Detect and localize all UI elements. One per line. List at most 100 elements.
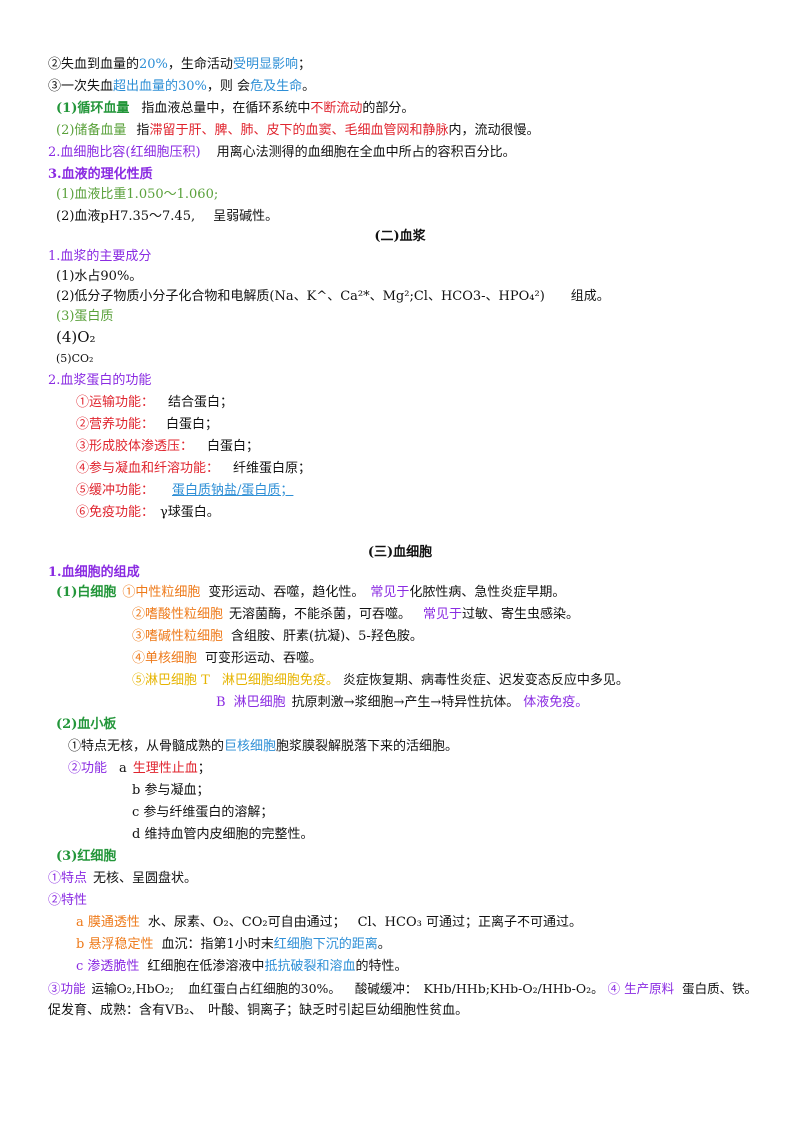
heading: 2.血细胞比容(红细胞压积)	[48, 145, 201, 160]
function-label: ①运输功能：	[76, 395, 155, 410]
text-seg: c 参与纤维蛋白的溶解；	[132, 805, 274, 820]
cell-type: ⑤淋巴细胞 T	[132, 673, 210, 688]
function-label: ⑤缓冲功能：	[76, 483, 155, 498]
line-o2: (4)O₂	[56, 328, 96, 348]
term-label: (2)血小板	[56, 717, 117, 732]
line-function-immunity: ⑥免疫功能： γ球蛋白。	[76, 504, 220, 522]
text-seg: 组成。	[570, 289, 610, 304]
text-seg: 叶酸、铜离子；缺乏时引起巨幼细胞性贫血。	[208, 1003, 469, 1018]
line-circulating-volume: (1)循环血量 指血液总量中，在循环系统中不断流动的部分。	[56, 100, 414, 118]
text-seg: 运输O₂,HbO₂;	[91, 981, 175, 996]
text-seg: 指	[136, 123, 150, 138]
line-lymphocyte-b: B 淋巴细胞 抗原刺激→浆细胞→产生→特异性抗体。 体液免疫。	[216, 694, 588, 712]
text-seg: 促发育、成熟：含有VB₂、	[48, 1003, 203, 1018]
text-seg: 变形运动、吞噬，趋化性。	[208, 585, 365, 600]
text-seg: 无核、呈圆盘状。	[93, 871, 198, 886]
text-seg: 蛋白质、铁。	[682, 981, 758, 996]
text-seg: b 参与凝血；	[132, 783, 210, 798]
text-seg: 。	[377, 937, 391, 952]
line-blood-loss-30: ③一次失血超出血量的30%，则 会危及生命。	[48, 78, 315, 96]
term-label: (1)白细胞	[56, 585, 117, 600]
line-co2: (5)CO₂	[56, 350, 93, 368]
text-seg: Cl、HCO₃ 可通过；正离子不可通过。	[357, 915, 582, 930]
text-seg: 滞留于肝、脾、肺、皮下的血窦、毛细血管网和静脉	[149, 123, 449, 138]
text-seg: 炎症恢复期、病毒性炎症、迟发变态反应中多见。	[342, 673, 629, 688]
text-seg: (2)低分子物质小分子化合物和电解质(Na、K^、Ca²*、Mg²;Cl、HCO…	[56, 289, 545, 304]
text-seg: 常见于	[423, 607, 463, 622]
cell-type: ③嗜碱性粒细胞	[132, 629, 224, 644]
text-seg: 白蛋白；	[207, 439, 260, 454]
line-rbc-fragility: c 渗透脆性 红细胞在低渗溶液中抵抗破裂和溶血的特性。	[76, 958, 407, 976]
text-seg: a	[119, 761, 127, 776]
text-seg: c 渗透脆性	[76, 959, 140, 974]
function-label: ⑥免疫功能：	[76, 505, 155, 520]
text-seg: ③功能	[48, 981, 86, 996]
text-seg: 超出血量的30%	[113, 79, 207, 94]
heading-blood-cell-composition: 1.血细胞的组成	[48, 564, 140, 582]
text-seg: 巨核细胞	[224, 739, 277, 754]
text-seg: B	[216, 695, 226, 710]
text-seg: ，则 会	[206, 79, 251, 94]
section-title-blood-cells: (三)血细胞	[0, 544, 800, 562]
text-seg: KHb/HHb;KHb-O₂/HHb-O₂。	[423, 981, 604, 996]
heading: 1.血细胞的组成	[48, 565, 140, 580]
line-platelet-function: ②功能 a 生理性止血；	[68, 760, 211, 778]
text-seg: (4)O₂	[56, 328, 96, 346]
text-seg: 呈弱碱性。	[213, 209, 279, 224]
heading-red-cells: (3)红细胞	[56, 848, 116, 866]
text-seg: 结合蛋白；	[168, 395, 234, 410]
line-platelet-b: b 参与凝血；	[132, 782, 209, 800]
text-seg: 化脓性病、急性炎症早期。	[409, 585, 566, 600]
line-ph: (2)血液pH7.35～7.45, 呈弱碱性。	[56, 208, 278, 226]
line-function-osmotic: ③形成胶体渗透压： 白蛋白；	[76, 438, 259, 456]
cell-type: ④单核细胞	[132, 651, 198, 666]
text-seg: (1)水占90%。	[56, 269, 143, 284]
line-function-buffer: ⑤缓冲功能： 蛋白质钠盐/蛋白质；	[76, 482, 293, 500]
text-seg: ；	[297, 57, 311, 72]
text-seg: 抗原刺激→浆细胞→产生→特异性抗体。	[291, 695, 520, 710]
text-seg: 内，流动很慢。	[448, 123, 540, 138]
section-title: (二)血浆	[374, 229, 426, 244]
text-seg: 淋巴细胞细胞免疫。	[221, 673, 339, 688]
text-seg: a 膜通透性	[76, 915, 140, 930]
heading: 3.血液的理化性质	[48, 167, 153, 182]
text-seg: 可变形运动、吞噬。	[205, 651, 323, 666]
cell-type: 淋巴细胞	[233, 695, 286, 710]
text-seg: 水、尿素、O₂、CO₂可自由通过；	[147, 915, 346, 930]
text-seg: 过敏、寄生虫感染。	[462, 607, 580, 622]
section-title-plasma: (二)血浆	[0, 228, 800, 246]
text-seg: 常见于	[370, 585, 410, 600]
line-rbc-properties: ②特性	[48, 892, 87, 910]
term-label: (2)储备血量	[56, 123, 127, 138]
line-function-nutrition: ②营养功能： 白蛋白；	[76, 416, 218, 434]
text-seg: 体液免疫。	[523, 695, 589, 710]
line-water: (1)水占90%。	[56, 268, 142, 286]
text-seg: 20%	[139, 57, 168, 72]
text-seg: ；	[197, 761, 211, 776]
text-seg: (2)血液pH7.35～7.45,	[56, 209, 196, 224]
line-hematocrit: 2.血细胞比容(红细胞压积) 用离心法测得的血细胞在全血中所占的容积百分比。	[48, 144, 516, 162]
text-seg: γ球蛋白。	[160, 505, 220, 520]
line-eosinophil: ②嗜酸性粒细胞 无溶菌酶，不能杀菌，可吞噬。 常见于过敏、寄生虫感染。	[132, 606, 579, 624]
heading: 2.血浆蛋白的功能	[48, 373, 152, 388]
text-seg: 生理性止血	[132, 761, 198, 776]
line-rbc-permeability: a 膜通透性 水、尿素、O₂、CO₂可自由通过； Cl、HCO₃ 可通过；正离子不可…	[76, 914, 582, 932]
text-seg: ③一次失血	[48, 79, 114, 94]
line-function-transport: ①运输功能： 结合蛋白；	[76, 394, 233, 412]
text-seg: 血沉：指第1小时末	[161, 937, 274, 952]
text-seg: 用离心法测得的血细胞在全血中所占的容积百分比。	[216, 145, 516, 160]
text-seg: 血红蛋白占红细胞的30%。	[188, 981, 341, 996]
text-seg: ②功能	[68, 761, 108, 776]
line-basophil: ③嗜碱性粒细胞 含组胺、肝素(抗凝)、5-羟色胺。	[132, 628, 423, 646]
heading-physicochemical: 3.血液的理化性质	[48, 166, 153, 184]
line-monocyte: ④单核细胞 可变形运动、吞噬。	[132, 650, 322, 668]
text-seg: ①特点无核，从骨髓成熟的	[68, 739, 225, 754]
line-lymphocyte-t: ⑤淋巴细胞 T 淋巴细胞细胞免疫。 炎症恢复期、病毒性炎症、迟发变态反应中多见。	[132, 672, 629, 690]
cell-type: ①中性粒细胞	[122, 585, 201, 600]
text-seg: 抵抗破裂和溶血	[264, 959, 356, 974]
line-specific-gravity: (1)血液比重1.050～1.060;	[56, 186, 218, 204]
text-seg: 的特性。	[355, 959, 408, 974]
line-function-coagulation: ④参与凝血和纤溶功能： 纤维蛋白原；	[76, 460, 311, 478]
line-neutrophil: (1)白细胞 ①中性粒细胞 变形运动、吞噬，趋化性。 常见于化脓性病、急性炎症早期。	[56, 584, 565, 602]
text-seg: 红细胞在低渗溶液中	[147, 959, 265, 974]
